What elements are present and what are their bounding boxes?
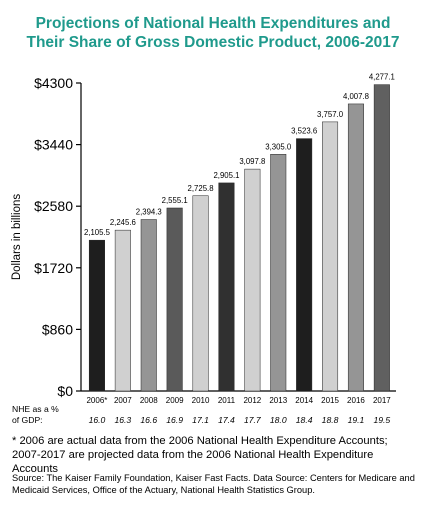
gdp-share-label-line-2: of GDP:: [12, 415, 43, 425]
bar: [218, 182, 235, 392]
y-tick-label: $2580: [34, 198, 73, 214]
y-tick-label: $4300: [34, 75, 73, 91]
labels: 2,105.5 2006* 16.0 2,245.6 2007 16.3 2,394.3 20…: [12, 73, 395, 425]
chart-title-line-1: Projections of National Health Expenditu…: [35, 15, 391, 32]
x-tick-label: 2015: [321, 396, 339, 405]
bar: [373, 84, 390, 392]
bar-value-label: 2,105.5: [84, 228, 111, 237]
bar: [347, 103, 364, 392]
gdp-share-value: 17.1: [192, 415, 209, 425]
x-tick-label: 2007: [114, 396, 132, 405]
x-tick-label: 2011: [218, 396, 236, 405]
gdp-share-label-line-1: NHE as a %: [12, 404, 59, 414]
x-tick-label: 2017: [373, 396, 391, 405]
bar-value-label: 2,245.6: [110, 218, 136, 227]
x-tick-label: 2010: [192, 396, 210, 405]
bar-value-label: 3,097.8: [239, 157, 265, 166]
y-tick-label: $1720: [34, 260, 73, 276]
gdp-share-value: 16.3: [114, 415, 131, 425]
bar-value-label: 3,757.0: [317, 110, 344, 119]
bar-value-label: 2,905.1: [213, 171, 239, 180]
x-tick-label: 2009: [166, 396, 184, 405]
gdp-share-value: 19.5: [373, 415, 390, 425]
bar-value-label: 3,523.6: [291, 127, 317, 136]
footnote: * 2006 are actual data from the 2006 Nat…: [12, 435, 388, 475]
x-tick-label: 2008: [140, 396, 158, 405]
bars: [88, 84, 390, 392]
gdp-share-value: 18.4: [296, 415, 313, 425]
bar: [296, 138, 313, 392]
gdp-share-value: 18.0: [270, 415, 287, 425]
chart-title-line-2: Their Share of Gross Domestic Product, 2…: [26, 34, 400, 51]
y-tick-label: $0: [57, 383, 73, 399]
y-tick-label: $3440: [34, 137, 73, 153]
x-tick-label: 2013: [269, 396, 287, 405]
bar-value-label: 4,277.1: [369, 73, 395, 82]
x-tick-label: 2014: [295, 396, 313, 405]
bar-value-label: 2,394.3: [136, 208, 162, 217]
bar: [192, 195, 209, 392]
y-tick-label: $860: [42, 321, 73, 337]
bar-value-label: 2,725.8: [188, 184, 214, 193]
bar: [166, 207, 183, 392]
bar: [114, 229, 131, 392]
gdp-share-value: 17.7: [244, 415, 262, 425]
x-tick-label: 2016: [347, 396, 365, 405]
bar: [88, 239, 105, 392]
bar: [244, 168, 261, 392]
bar: [270, 154, 287, 392]
source-note: Source: The Kaiser Family Foundation, Ka…: [12, 473, 415, 495]
gdp-share-value: 19.1: [348, 415, 365, 425]
bar-chart: $0 $860 $1720 $2580 $3440 $4300 Dollars in bil…: [11, 73, 396, 425]
x-tick-label: 2006*: [86, 396, 107, 405]
bar-value-label: 2,555.1: [162, 196, 188, 205]
gdp-share-value: 16.0: [89, 415, 106, 425]
bar: [322, 121, 339, 392]
gdp-share-value: 16.6: [140, 415, 157, 425]
y-axis-title: Dollars in billions: [11, 194, 23, 281]
bar-value-label: 3,305.0: [265, 142, 292, 151]
bar: [140, 219, 157, 392]
gdp-share-value: 16.9: [166, 415, 183, 425]
chart-title: Projections of National Health Expenditu…: [0, 14, 426, 52]
bar-value-label: 4,007.8: [343, 92, 369, 101]
gdp-share-value: 17.4: [218, 415, 235, 425]
gdp-share-value: 18.8: [322, 415, 339, 425]
axes: $0 $860 $1720 $2580 $3440 $4300 Dollars in bil…: [11, 75, 396, 399]
x-tick-label: 2012: [243, 396, 261, 405]
